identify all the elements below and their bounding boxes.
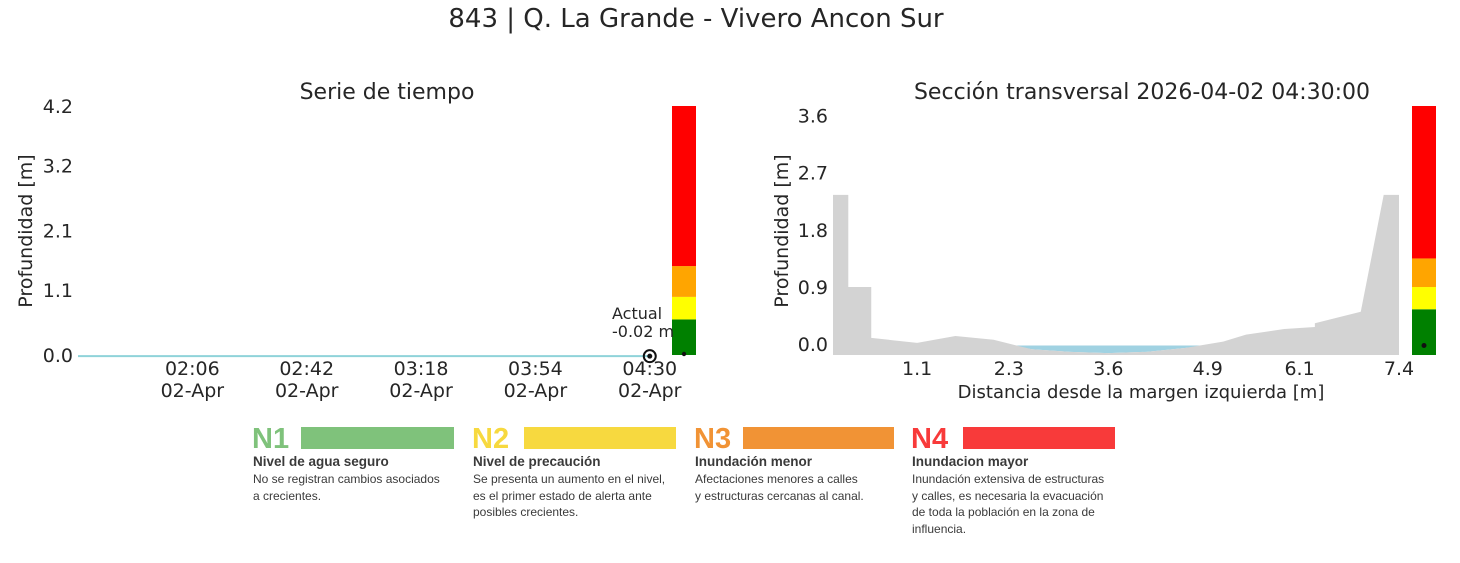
ts-xtick-time: 02:42 [279, 358, 334, 380]
ts-xtick-time: 03:18 [394, 358, 449, 380]
legend-name-n1: Nivel de agua seguro [253, 454, 389, 469]
xs-water-area [1008, 345, 1208, 354]
legend-bar-n2 [524, 427, 676, 449]
ts-alert-segment-n2 [672, 296, 696, 320]
legend-code-n2: N2 [472, 423, 510, 455]
ts-ytick-label: 2.1 [43, 221, 73, 243]
xs-ytick-label: 2.7 [798, 163, 828, 185]
ts-xtick-date: 02-Apr [389, 380, 453, 402]
legend-desc-n2-line: es el primer estado de alerta ante [473, 488, 652, 503]
ts-ytick-label: 1.1 [43, 280, 73, 302]
cross-section-ylabel: Profundidad [m] [771, 154, 793, 307]
time-series-chart: Serie de tiempo Profundidad [m] 0.0 1.1 2.… [15, 80, 696, 402]
xs-alert-segment-n3 [1412, 258, 1436, 288]
ts-xtick-time: 03:54 [508, 358, 563, 380]
xs-ytick-label: 1.8 [798, 220, 828, 242]
ts-alert-current-dot [681, 351, 687, 357]
legend-bar-n3 [743, 427, 894, 449]
time-series-title: Serie de tiempo [300, 80, 475, 105]
legend-name-n4: Inundacion mayor [912, 454, 1029, 469]
legend-desc-n3-line: Afectaciones menores a calles [695, 472, 858, 486]
ts-alert-segment-n1 [672, 319, 696, 355]
xs-ytick-label: 0.0 [798, 334, 828, 356]
ts-xtick-date: 02-Apr [161, 380, 225, 402]
ts-ytick-label: 3.2 [43, 155, 73, 177]
legend-level-n4: N4 Inundacion mayor Inundación extensiva… [911, 423, 1131, 536]
legend-code-n4: N4 [911, 423, 949, 455]
legend-desc-n2-line: Se presenta un aumento en el nivel, [473, 472, 666, 486]
legend-desc-n4-line: Inundación extensiva de estructuras [912, 472, 1105, 486]
xs-alert-segment-n1 [1412, 309, 1436, 355]
legend-desc-n3-line: y estructuras cercanas al canal. [695, 488, 864, 503]
legend-level-n2: N2 Nivel de precaución Se presenta un au… [472, 423, 682, 519]
time-series-ylabel: Profundidad [m] [15, 154, 37, 307]
legend-level-n3: N3 Inundación menor Afectaciones menores… [694, 423, 904, 503]
ts-current-marker [642, 349, 657, 364]
legend-desc-n1-line: a crecientes. [253, 488, 322, 503]
xs-ytick-label: 3.6 [798, 106, 828, 128]
legend-desc-n2-line: posibles crecientes. [473, 505, 579, 519]
legend-desc-n4-line: de toda la población en la zona de [912, 505, 1095, 519]
xs-bed-profile [833, 194, 1399, 355]
xs-alert-segment-n4 [1412, 106, 1436, 259]
xs-xtick-label: 4.9 [1193, 358, 1223, 380]
ts-xtick-time: 04:30 [622, 358, 677, 380]
legend-level-n1: N1 Nivel de agua seguro No se registran … [252, 423, 462, 503]
ts-xtick-date: 02-Apr [275, 380, 339, 402]
cross-section-title: Sección transversal 2026-04-02 04:30:00 [914, 80, 1370, 105]
xs-xtick-label: 3.6 [1093, 358, 1123, 380]
legend-code-n3: N3 [694, 423, 732, 455]
ts-ytick-label: 0.0 [43, 345, 73, 367]
ts-ytick-label: 4.2 [43, 96, 73, 118]
xs-xtick-label: 1.1 [902, 358, 932, 380]
xs-alert-current-dot [1421, 342, 1427, 348]
legend-name-n2: Nivel de precaución [473, 454, 601, 469]
alert-level-legend: N1 Nivel de agua seguro No se registran … [252, 424, 1132, 544]
ts-xtick-date: 02-Apr [618, 380, 682, 402]
legend-name-n3: Inundación menor [695, 454, 813, 469]
cross-section-xlabel: Distancia desde la margen izquierda [m] [958, 382, 1325, 403]
legend-desc-n1-line: No se registran cambios asociados [253, 472, 440, 486]
xs-xtick-label: 7.4 [1384, 358, 1414, 380]
ts-alert-segment-n3 [672, 266, 696, 297]
cross-section-chart: Sección transversal 2026-04-02 04:30:00 … [771, 80, 1436, 403]
ts-xtick-time: 02:06 [165, 358, 220, 380]
current-annotation-value: -0.02 m [612, 322, 674, 341]
ts-alert-segment-n4 [672, 106, 696, 267]
legend-desc-n4-line: y calles, es necesaria la evacuación [912, 488, 1104, 503]
xs-xtick-label: 6.1 [1284, 358, 1314, 380]
legend-desc-n4-line: influencia. [912, 521, 967, 536]
current-annotation-label: Actual [612, 304, 662, 323]
figure-title: 843 | Q. La Grande - Vivero Ancon Sur [448, 4, 944, 34]
legend-bar-n1 [301, 427, 454, 449]
xs-alert-segment-n2 [1412, 287, 1436, 310]
ts-current-marker-dot [647, 353, 653, 359]
xs-xtick-label: 2.3 [994, 358, 1024, 380]
legend-bar-n4 [963, 427, 1115, 449]
xs-ytick-label: 0.9 [798, 277, 828, 299]
legend-code-n1: N1 [252, 423, 290, 455]
ts-xtick-date: 02-Apr [504, 380, 568, 402]
